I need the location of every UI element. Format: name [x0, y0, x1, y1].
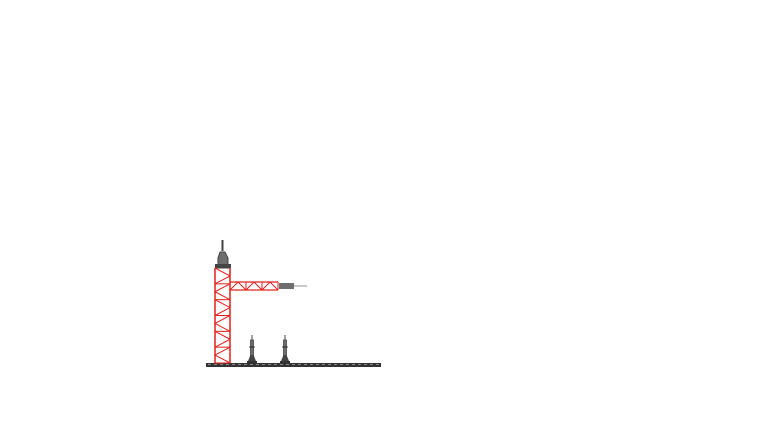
ground-dash	[358, 364, 361, 365]
arm-brace	[237, 281, 247, 291]
ground-dash	[316, 364, 319, 365]
ground-dash	[346, 364, 349, 365]
launch-pad	[280, 361, 290, 363]
ground-dash	[280, 364, 283, 365]
ground-dash	[220, 364, 223, 365]
ground-dash	[292, 364, 295, 365]
launch-tower-icon[interactable]	[214, 240, 231, 364]
tower-brace	[214, 291, 231, 301]
rocket-fins	[281, 355, 289, 361]
ground-dash	[370, 364, 373, 365]
tower-lattice	[214, 267, 231, 364]
ground-dash	[364, 364, 367, 365]
ground	[206, 363, 381, 367]
ground-dash	[244, 364, 247, 365]
ground-dash	[352, 364, 355, 365]
tower-brace	[214, 267, 231, 277]
tower-brace	[214, 322, 231, 332]
arm-brace	[261, 281, 271, 291]
rocket-icon[interactable]	[247, 335, 257, 363]
ground-dash	[376, 364, 379, 365]
ground-dash	[214, 364, 217, 365]
tower-brace	[214, 354, 231, 364]
tower-brace	[214, 299, 231, 309]
rocket-fins	[248, 355, 256, 361]
ground-dash	[304, 364, 307, 365]
tower-brace	[214, 330, 231, 340]
arm-lattice	[229, 281, 279, 291]
tower-brace	[214, 338, 231, 348]
ground-dashes	[208, 364, 379, 365]
launch-pad	[247, 361, 257, 363]
tower-brace	[214, 275, 231, 285]
arm-brace	[245, 281, 255, 291]
ground-dash	[286, 364, 289, 365]
tower-brace	[214, 346, 231, 356]
gantry-arm-icon[interactable]	[229, 281, 307, 291]
ground-dash	[238, 364, 241, 365]
ground-dash	[274, 364, 277, 365]
arm-brace	[229, 281, 239, 291]
ground-dash	[328, 364, 331, 365]
ground-dash	[232, 364, 235, 365]
ground-dash	[262, 364, 265, 365]
ground-dash	[310, 364, 313, 365]
ground-dash	[298, 364, 301, 365]
tower-cap	[215, 240, 231, 269]
tower-brace	[214, 315, 231, 324]
tower-brace	[214, 283, 231, 293]
ground-dash	[268, 364, 271, 365]
arm-brace	[269, 281, 279, 291]
tower-cap-base	[215, 264, 231, 268]
tower-brace	[214, 307, 231, 316]
ground-dash	[340, 364, 343, 365]
ground-dash	[208, 364, 211, 365]
ground-dash	[334, 364, 337, 365]
arm-clamp	[279, 283, 294, 289]
ground-dash	[250, 364, 253, 365]
ground-dash	[226, 364, 229, 365]
rocket-icon[interactable]	[280, 335, 290, 363]
rocket-band	[282, 346, 288, 348]
rocket-band	[249, 346, 255, 348]
ground-dash	[322, 364, 325, 365]
arm-brace	[253, 281, 263, 291]
ground-dash	[256, 364, 259, 365]
